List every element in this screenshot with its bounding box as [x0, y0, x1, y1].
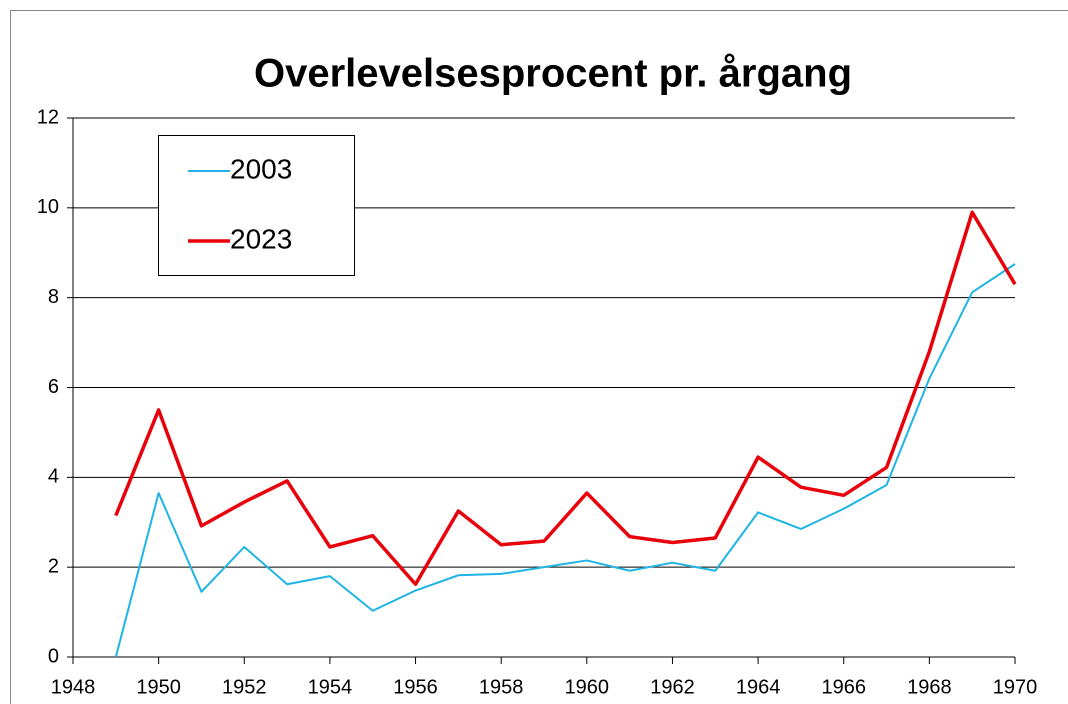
x-tick-label: 1952	[222, 676, 267, 698]
chart-title: Overlevelsesprocent pr. årgang	[254, 52, 852, 96]
x-tick-label: 1956	[393, 676, 438, 698]
x-tick-label: 1970	[993, 676, 1038, 698]
x-tick-label: 1968	[907, 676, 952, 698]
y-tick-label: 4	[48, 466, 59, 488]
legend-label: 2023	[230, 223, 292, 254]
legend-label: 2003	[230, 153, 292, 184]
x-tick-label: 1948	[51, 676, 96, 698]
y-tick-label: 0	[48, 645, 59, 667]
x-tick-label: 1960	[565, 676, 610, 698]
y-tick-label: 8	[48, 286, 59, 308]
x-tick-label: 1964	[736, 676, 781, 698]
x-tick-label: 1958	[479, 676, 524, 698]
x-tick-label: 1954	[308, 676, 353, 698]
line-series	[114, 210, 1017, 586]
line-series	[114, 263, 1016, 658]
y-tick-label: 6	[48, 376, 59, 398]
y-tick-label: 10	[37, 196, 59, 218]
x-tick-label: 1966	[821, 676, 866, 698]
y-tick-label: 12	[37, 106, 59, 128]
x-tick-label: 1950	[136, 676, 181, 698]
chart-border	[10, 10, 1068, 704]
y-tick-label: 2	[48, 555, 59, 577]
legend-box	[158, 135, 355, 276]
x-tick-label: 1962	[650, 676, 695, 698]
